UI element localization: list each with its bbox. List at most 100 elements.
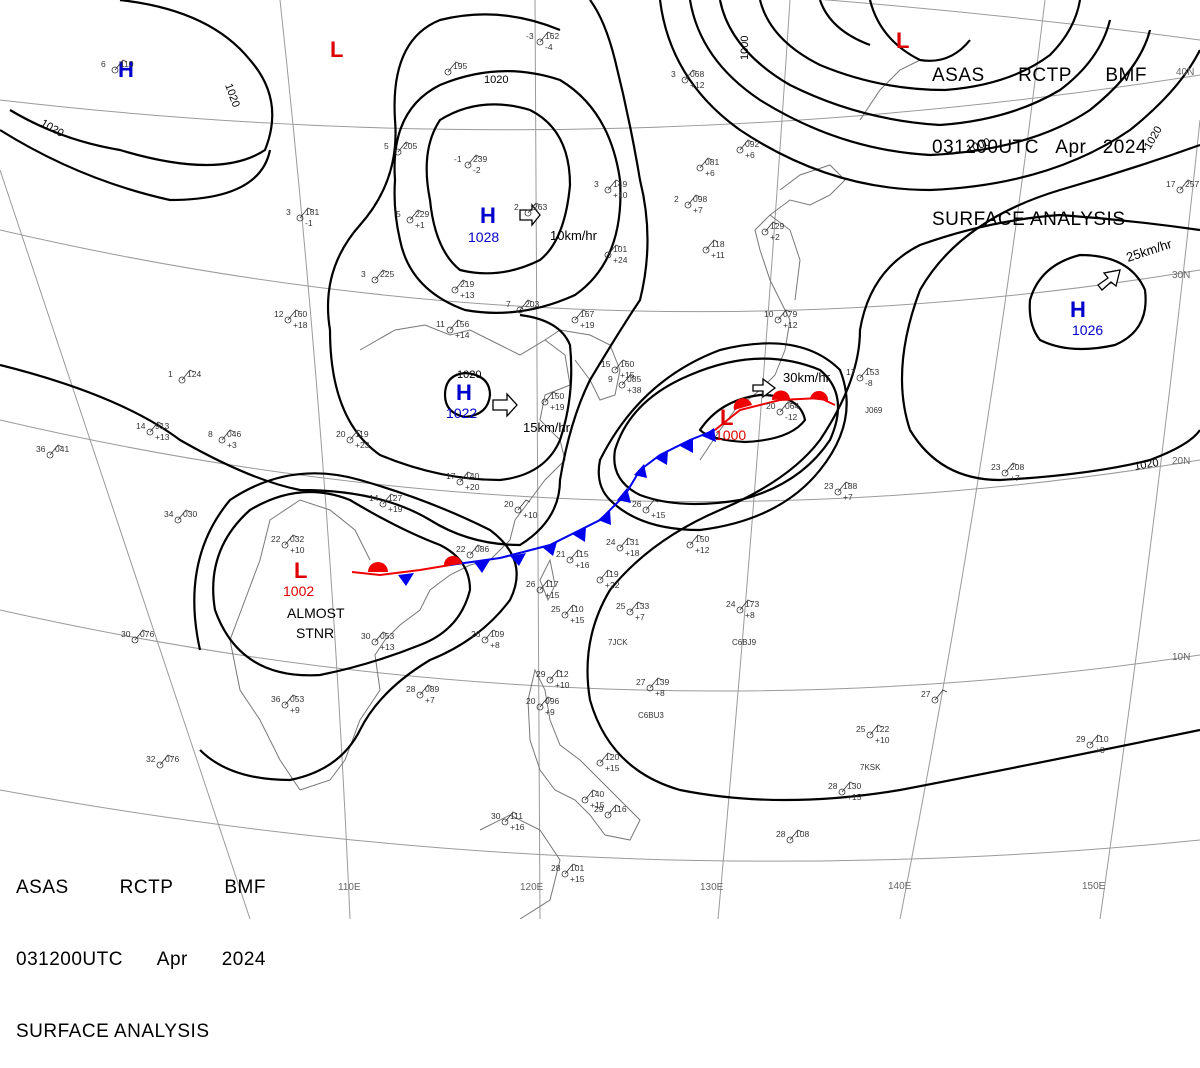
station-temperature: 3 (594, 179, 599, 189)
station-pressure: 131 (625, 537, 639, 547)
isobar-north-1020 (0, 130, 270, 200)
station-temperature: 25 (551, 604, 561, 614)
station-tendency: +19 (388, 504, 403, 514)
cold-front-symbol (655, 451, 668, 465)
station-tendency: +7 (1010, 473, 1020, 483)
station-pressure: 110 (120, 59, 134, 69)
longitude-label: 140E (888, 881, 912, 892)
motion-speed-label: 15km/hr (523, 420, 571, 435)
longitude-label: 130E (700, 882, 724, 893)
station-temperature: 23 (824, 481, 834, 491)
station-temperature: 17 (446, 471, 456, 481)
station-pressure: 101 (570, 863, 584, 873)
station-temperature: 27 (636, 677, 646, 687)
station-temperature: 2 (514, 202, 519, 212)
station-pressure: 109 (490, 629, 504, 639)
motion-speed-label: 30km/hr (783, 370, 831, 385)
station-pressure: 150 (550, 391, 564, 401)
station-tendency: -1 (305, 218, 313, 228)
isobar-central-1020 (328, 14, 560, 330)
station-plot: 26+15 (632, 499, 666, 520)
station-pressure: 108 (795, 829, 809, 839)
station-temperature: 5 (384, 141, 389, 151)
cold-front-symbol (572, 527, 586, 542)
station-temperature: 7 (506, 299, 511, 309)
station-tendency: +7 (843, 492, 853, 502)
station-pressure: 257 (1185, 179, 1199, 189)
latitude-label: 30N (1172, 270, 1190, 281)
station-pressure: 181 (305, 207, 319, 217)
station-plot: 120+15 (597, 752, 620, 773)
station-tendency: +38 (627, 385, 642, 395)
station-temperature: 17 (846, 367, 856, 377)
station-tendency: +9 (290, 705, 300, 715)
ship-callsign: 7KSK (860, 763, 881, 772)
isobar-sw-low-outer (194, 473, 516, 780)
isobar-label: 1020 (484, 74, 508, 86)
station-plot: 092+6 (737, 139, 759, 160)
station-pressure: 053 (290, 694, 304, 704)
isobar-label: 1020 (39, 117, 66, 140)
station-plot: 219+13 (452, 279, 475, 300)
station-pressure: 119 (605, 569, 619, 579)
station-temperature: 24 (606, 537, 616, 547)
map-header-top: ASAS RCTP BMF 031200UTC Apr 2024 SURFACE… (932, 16, 1147, 256)
station-tendency: +15 (605, 763, 620, 773)
station-temperature: 28 (828, 781, 838, 791)
header-datetime: 031200UTC (932, 136, 1039, 160)
station-temperature: 32 (146, 754, 156, 764)
station-temperature: 30 (491, 811, 501, 821)
station-plot: 27 (921, 689, 947, 703)
station-temperature: 20 (504, 499, 514, 509)
front-line-cold (450, 430, 715, 565)
station-tendency: +8 (1095, 745, 1105, 755)
station-temperature: 20 (766, 401, 776, 411)
header-year: 2024 (1103, 136, 1147, 160)
meridian-100e (0, 170, 250, 919)
station-temperature: -1 (454, 154, 462, 164)
station-temperature: 29 (594, 804, 604, 814)
station-pressure: 156 (455, 319, 469, 329)
station-pressure: 081 (705, 157, 719, 167)
station-tendency: -2 (473, 165, 481, 175)
station-pressure: 149 (613, 179, 627, 189)
station-pressure: 076 (140, 629, 154, 639)
ship-callsign: C6BU3 (638, 711, 664, 720)
station-pressure: 089 (425, 684, 439, 694)
isobar-south-bottom (590, 700, 1200, 800)
station-temperature: 15 (601, 359, 611, 369)
station-pressure: 153 (865, 367, 879, 377)
station-temperature: 5 (396, 209, 401, 219)
isobar-label: 1020 (1133, 457, 1159, 473)
cold-front-symbol (474, 560, 490, 573)
warm-front-symbol (368, 562, 388, 572)
station-pressure: 913 (155, 421, 169, 431)
header-month: Apr (157, 948, 188, 972)
station-pressure: 160 (620, 359, 634, 369)
station-pressure: 076 (165, 754, 179, 764)
station-pressure: 208 (1010, 462, 1024, 472)
station-temperature: 23 (991, 462, 1001, 472)
station-tendency: +15 (570, 615, 585, 625)
station-plot: 20+10 (504, 499, 538, 520)
station-pressure: 173 (745, 599, 759, 609)
station-tendency: +12 (695, 545, 710, 555)
station-pressure: 112 (555, 669, 569, 679)
header-title: SURFACE ANALYSIS (932, 208, 1126, 232)
station-pressure: 263 (533, 202, 547, 212)
station-tendency: +1 (415, 220, 425, 230)
station-tendency: +10 (613, 190, 628, 200)
station-temperature: 21 (556, 549, 566, 559)
station-tendency: +16 (575, 560, 590, 570)
pressure-center-value: 1002 (283, 583, 314, 599)
station-temperature: 14 (136, 421, 146, 431)
station-pressure: 188 (843, 481, 857, 491)
station-plot: 150+12 (687, 534, 710, 555)
